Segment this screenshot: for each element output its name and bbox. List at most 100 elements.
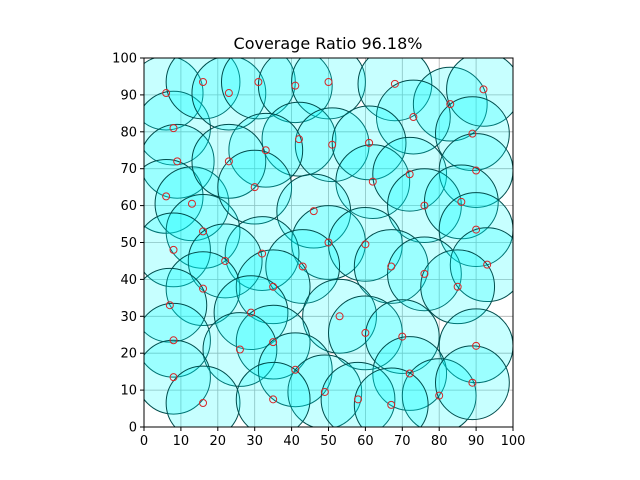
sensor-marker [199,399,208,408]
coverage-circle [235,361,311,427]
y-tick-label: 20 [120,347,137,362]
sensor-marker [320,387,329,396]
sensor-marker [368,177,377,186]
sensor-marker [361,328,370,337]
coverage-circle [265,229,341,304]
x-tick-label: 100 [501,434,526,449]
coverage-circle [144,267,208,343]
coverage-circle [191,58,267,131]
sensor-marker [221,256,230,265]
sensor-marker [187,199,196,208]
y-tick-label: 60 [120,199,137,214]
sensor-marker [269,282,278,291]
sensor-marker [472,341,481,350]
coverage-circle [287,354,363,427]
sensor-marker [162,89,171,98]
x-tick-label: 80 [431,434,448,449]
sensor-marker [387,262,396,271]
sensor-marker [261,146,270,155]
sensor-marker [468,378,477,387]
x-tick-label: 30 [246,434,263,449]
sensor-marker [387,400,396,409]
sensor-marker [254,77,263,86]
sensor-marker [435,391,444,400]
x-tick-label: 70 [394,434,411,449]
sensor-marker [291,81,300,90]
sensor-marker [354,395,363,404]
coverage-circle [353,229,429,304]
sensor-marker [398,332,407,341]
sensor-marker [405,170,414,179]
sensor-marker [199,77,208,86]
sensor-marker [468,129,477,138]
x-tick-label: 20 [210,434,227,449]
chart-title: Coverage Ratio 96.18% [234,34,423,53]
sensor-marker [169,245,178,254]
sensor-marker [224,89,233,98]
sensor-marker [453,282,462,291]
coverage-circle [228,112,304,188]
coverage-circle [401,358,477,427]
sensor-marker [235,345,244,354]
coverage-circle [387,236,462,312]
sensor-marker [405,369,414,378]
y-tick-label: 70 [120,162,137,177]
sensor-marker [335,312,344,321]
sensor-marker [258,249,267,258]
sensor-marker [361,240,370,249]
coverage-circle [446,58,513,127]
y-tick-label: 50 [120,236,137,251]
sensor-marker [173,157,182,166]
x-tick-label: 40 [283,434,300,449]
sensor-marker [224,157,233,166]
sensor-marker [483,260,492,269]
sensor-marker [472,225,481,234]
sensor-marker [472,166,481,175]
sensor-markers [162,77,492,409]
x-tick-label: 90 [468,434,485,449]
sensor-marker [309,207,318,216]
sensor-marker [269,338,278,347]
sensor-marker [420,201,429,210]
sensor-marker [294,135,303,144]
coverage-circle [144,58,204,131]
sensor-marker [169,336,178,345]
sensor-marker [457,197,466,206]
y-tick-label: 0 [129,421,137,436]
coverage-circle [375,79,451,155]
sensor-marker [409,113,418,122]
x-axis-ticks: 0 10 20 30 40 50 60 70 80 90 100 [140,427,526,449]
sensor-marker [247,308,256,317]
coverage-circle [372,136,448,212]
coverage-circle [276,173,352,249]
sensor-marker [324,77,333,86]
coverage-circle [435,345,510,421]
sensor-marker [169,373,178,382]
sensor-marker [269,395,278,404]
sensor-marker [199,284,208,293]
x-tick-label: 10 [173,434,190,449]
sensor-marker [420,269,429,278]
sensor-marker [479,85,488,94]
coverage-circle [353,367,429,427]
coverage-circle [235,249,311,325]
sensor-marker [199,227,208,236]
coverage-circles [144,58,513,427]
sensor-marker [298,262,307,271]
y-axis-ticks: 0 10 20 30 40 50 60 70 80 90 100 [112,52,144,436]
sensor-marker [169,124,178,133]
y-tick-label: 10 [120,384,137,399]
coverage-circle [420,249,496,325]
coverage-circle [165,365,241,427]
sensor-marker [446,100,455,109]
x-tick-label: 60 [357,434,374,449]
coverage-circle [217,149,293,225]
y-tick-label: 100 [112,52,137,67]
coverage-circle [235,304,311,380]
coverage-circle [187,223,263,299]
coverage-circle [302,278,377,354]
x-tick-label: 50 [320,434,337,449]
sensor-marker [291,365,300,374]
sensor-marker [365,138,374,147]
